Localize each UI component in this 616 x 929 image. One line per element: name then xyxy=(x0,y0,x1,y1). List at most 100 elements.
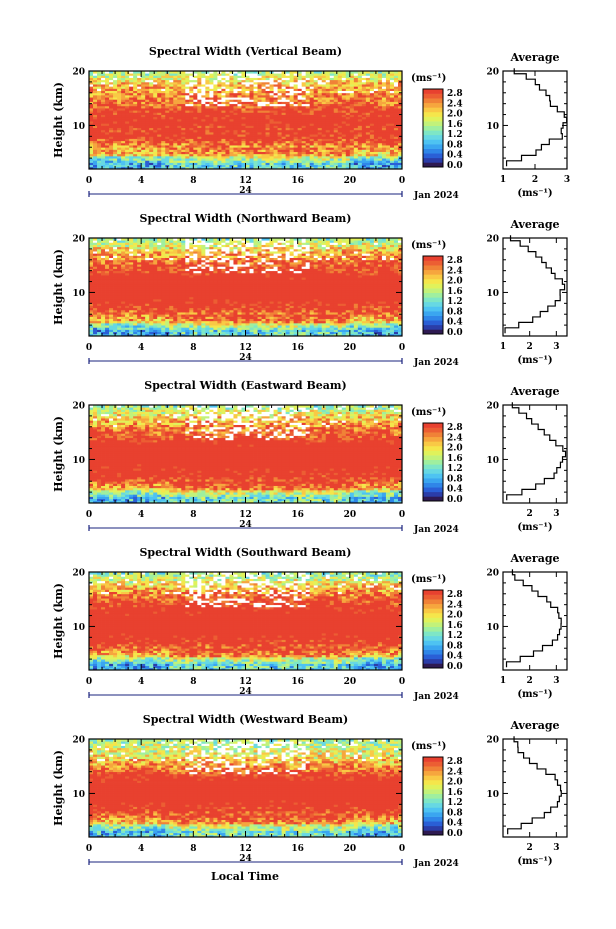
heatmap-cell xyxy=(121,298,126,302)
heatmap-cell xyxy=(129,142,134,146)
heatmap-cell xyxy=(361,166,367,170)
heatmap-cell xyxy=(245,118,250,122)
heatmap-cell xyxy=(153,309,158,313)
heatmap-cell xyxy=(301,121,307,124)
heatmap-cell xyxy=(169,294,174,298)
heatmap-cell xyxy=(117,151,122,155)
heatmap-cell xyxy=(301,123,307,126)
heatmap-cell xyxy=(201,149,206,152)
heatmap-cell xyxy=(277,147,283,150)
heatmap-cell xyxy=(289,99,295,102)
heatmap-cell xyxy=(113,266,118,269)
heatmap-cell xyxy=(125,275,130,278)
heatmap-cell xyxy=(241,73,246,76)
heatmap-cell xyxy=(265,140,270,144)
heatmap-cell xyxy=(329,79,335,83)
heatmap-cell xyxy=(361,138,367,142)
heatmap-cell xyxy=(321,125,327,129)
heatmap-cell xyxy=(349,138,355,142)
heatmap-cell xyxy=(249,129,254,133)
heatmap-cell xyxy=(125,261,130,265)
heatmap-cell xyxy=(157,292,162,296)
heatmap-cell xyxy=(221,166,226,170)
heatmap-cell xyxy=(197,131,202,135)
heatmap-cell xyxy=(205,164,210,168)
heatmap-cell xyxy=(293,118,299,122)
heatmap-cell xyxy=(105,240,110,243)
heatmap-cell xyxy=(357,166,363,170)
x-tick-label: 0 xyxy=(86,176,92,186)
heatmap-cell xyxy=(169,138,174,142)
heatmap-cell xyxy=(317,164,323,168)
heatmap-cell xyxy=(161,314,166,317)
heatmap-cell xyxy=(93,147,98,150)
heatmap-cell xyxy=(109,147,114,150)
heatmap-cell xyxy=(393,164,399,168)
heatmap-cell xyxy=(149,290,154,293)
heatmap-cell xyxy=(245,131,250,135)
heatmap-cell xyxy=(249,155,254,159)
heatmap-cell xyxy=(121,155,126,159)
heatmap-cell xyxy=(133,322,138,326)
heatmap-cell xyxy=(297,121,303,124)
heatmap-cell xyxy=(337,105,343,109)
heatmap-cell xyxy=(309,140,315,144)
heatmap-cell xyxy=(345,101,351,105)
heatmap-cell xyxy=(221,90,226,94)
heatmap-cell xyxy=(265,88,270,91)
heatmap-cell xyxy=(137,164,142,168)
heatmap-cell xyxy=(209,97,214,100)
heatmap-cell xyxy=(217,88,222,91)
heatmap-cell xyxy=(121,140,126,144)
heatmap-cell xyxy=(321,145,327,148)
heatmap-cell xyxy=(153,94,158,98)
heatmap-cell xyxy=(265,164,270,168)
heatmap-cell xyxy=(341,75,347,78)
heatmap-cell xyxy=(169,296,174,300)
heatmap-cell xyxy=(161,134,166,137)
heatmap-cell xyxy=(157,112,162,115)
heatmap-cell xyxy=(113,121,118,124)
heatmap-cell xyxy=(273,151,278,155)
heatmap-cell xyxy=(393,149,399,152)
heatmap-cell xyxy=(109,75,114,78)
heatmap-cell xyxy=(293,86,299,89)
heatmap-cell xyxy=(273,123,278,126)
heatmap-cell xyxy=(365,101,371,105)
heatmap-cell xyxy=(153,140,158,144)
heatmap-cell xyxy=(241,134,246,137)
heatmap-cell xyxy=(133,151,138,155)
heatmap-cell xyxy=(333,147,339,150)
heatmap-cell xyxy=(381,131,387,135)
heatmap-cell xyxy=(289,105,295,109)
heatmap-cell xyxy=(309,136,315,139)
heatmap-cell xyxy=(149,145,154,148)
heatmap-cell xyxy=(169,301,174,304)
heatmap-cell xyxy=(233,127,238,131)
heatmap-cell xyxy=(357,94,363,98)
heatmap-cell xyxy=(149,320,154,324)
heatmap-cell xyxy=(337,112,343,115)
heatmap-cell xyxy=(109,142,114,146)
heatmap-cell xyxy=(169,131,174,135)
heatmap-cell xyxy=(109,277,114,280)
heatmap-cell xyxy=(389,155,395,159)
heatmap-cell xyxy=(281,114,287,118)
heatmap-cell xyxy=(181,153,186,157)
heatmap-cell xyxy=(129,314,134,317)
colorbar-swatch xyxy=(423,93,443,99)
heatmap-cell xyxy=(201,71,206,74)
heatmap-cell xyxy=(309,108,315,111)
heatmap-cell xyxy=(289,160,295,163)
heatmap-cell xyxy=(353,105,359,109)
heatmap-cell xyxy=(389,99,395,102)
heatmap-cell xyxy=(149,333,154,337)
heatmap-cell xyxy=(357,110,363,113)
heatmap-cell xyxy=(293,129,299,133)
heatmap-cell xyxy=(297,127,303,131)
heatmap-cell xyxy=(337,77,343,81)
heatmap-cell xyxy=(261,160,266,163)
heatmap-cell xyxy=(201,116,206,120)
heatmap-cell xyxy=(173,105,178,109)
heatmap-cell xyxy=(149,125,154,129)
